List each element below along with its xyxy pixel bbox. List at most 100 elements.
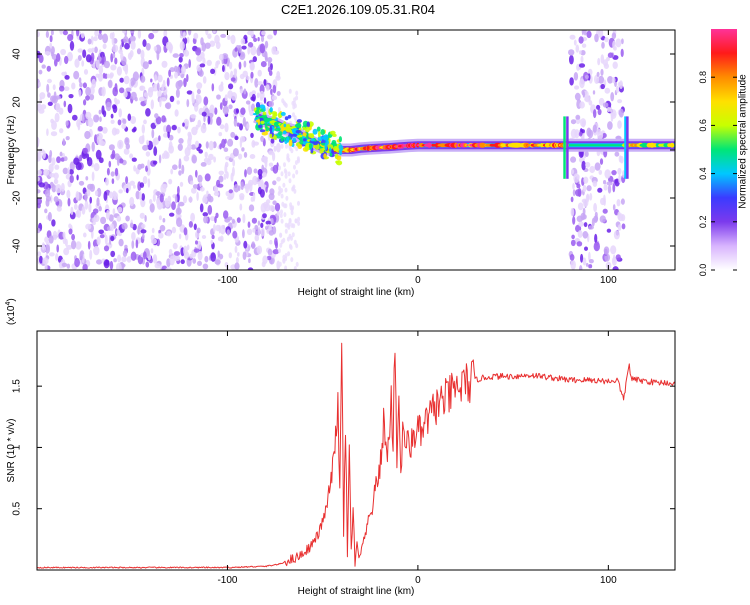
noise-blob	[253, 168, 258, 174]
noise-blob	[227, 34, 231, 41]
noise-blob	[178, 233, 182, 240]
noise-edge-blob	[292, 100, 296, 106]
noise-blob	[102, 126, 108, 134]
noise-blob	[594, 233, 598, 244]
noise-blob	[213, 156, 217, 163]
noise-blob	[82, 49, 87, 58]
noise-blob	[599, 215, 606, 223]
noise-blob	[37, 197, 42, 205]
noise-blob	[216, 94, 221, 100]
noise-blob	[594, 33, 599, 43]
noise-blob	[129, 35, 136, 43]
noise-blob	[201, 111, 207, 117]
noise-blob	[95, 59, 100, 69]
noise-blob	[147, 87, 154, 98]
noise-blob	[228, 61, 233, 70]
noise-blob	[124, 137, 130, 146]
noise-blob	[95, 149, 102, 160]
noise-blob	[224, 94, 228, 102]
noise-blob	[260, 203, 267, 213]
noise-blob	[231, 166, 235, 177]
noise-blob	[614, 151, 620, 157]
noise-blob	[615, 85, 620, 94]
noise-edge-blob	[283, 203, 287, 209]
noise-blob	[59, 85, 65, 92]
noise-blob	[67, 34, 74, 42]
noise-blob	[604, 37, 609, 43]
noise-blob	[85, 54, 92, 63]
noise-blob	[234, 69, 237, 78]
noise-blob	[617, 167, 622, 175]
noise-blob	[143, 92, 149, 98]
noise-edge-blob	[284, 173, 288, 179]
noise-blob	[589, 193, 593, 201]
noise-blob	[64, 75, 70, 80]
noise-blob	[47, 92, 51, 98]
noise-blob	[214, 34, 220, 45]
noise-blob	[582, 214, 587, 220]
noise-edge-blob	[293, 188, 297, 194]
multiplier-base: (x10	[6, 305, 17, 325]
noise-blob	[165, 41, 172, 50]
noise-blob	[257, 37, 260, 42]
noise-blob	[98, 109, 102, 115]
noise-blob	[223, 210, 229, 220]
noise-blob	[63, 100, 67, 108]
noise-blob	[585, 161, 591, 168]
noise-blob	[188, 59, 191, 68]
noise-blob	[158, 135, 161, 142]
noise-blob	[180, 259, 185, 265]
noise-blob	[117, 254, 122, 263]
noise-blob	[271, 95, 278, 101]
noise-blob	[67, 51, 73, 62]
noise-blob	[596, 104, 601, 110]
noise-blob	[188, 221, 193, 228]
noise-blob	[61, 71, 67, 76]
noise-blob	[109, 223, 115, 232]
noise-blob	[261, 30, 266, 36]
noise-blob	[165, 151, 170, 159]
noise-blob	[612, 40, 616, 50]
noise-blob	[158, 215, 162, 221]
noise-blob	[178, 201, 185, 207]
noise-blob	[37, 169, 42, 176]
noise-blob	[247, 267, 254, 270]
noise-blob	[164, 102, 170, 109]
noise-blob	[119, 87, 125, 94]
noise-blob	[49, 173, 56, 178]
noise-blob	[98, 157, 104, 164]
noise-blob	[62, 167, 69, 175]
noise-blob	[178, 138, 184, 144]
noise-blob	[183, 245, 188, 256]
noise-blob	[51, 95, 58, 104]
noise-blob	[570, 260, 576, 270]
noise-blob	[195, 169, 198, 178]
noise-blob	[580, 55, 584, 63]
noise-blob	[103, 191, 108, 201]
noise-blob	[135, 239, 139, 249]
noise-blob	[607, 121, 613, 130]
noise-blob	[256, 245, 263, 255]
noise-blob	[72, 114, 78, 121]
snr-y-tick-label: 1	[12, 444, 23, 450]
snr-panel: -100 0 100 0.5 1 1.5 Height of straight line (…	[5, 298, 676, 597]
noise-blob	[250, 62, 255, 70]
noise-blob	[111, 36, 115, 46]
noise-blob	[116, 156, 120, 166]
noise-blob	[241, 147, 245, 152]
noise-blob	[265, 186, 268, 193]
noise-edge-blob	[288, 233, 292, 239]
noise-blob	[272, 164, 279, 174]
noise-blob	[152, 30, 159, 34]
noise-blob	[150, 78, 153, 83]
noise-blob	[612, 61, 618, 69]
noise-blob	[169, 255, 175, 266]
noise-blob	[573, 72, 579, 81]
ridge-scatter	[304, 126, 310, 133]
noise-blob	[250, 45, 257, 56]
noise-blob	[108, 144, 115, 151]
noise-blob	[190, 212, 196, 222]
noise-blob	[74, 257, 80, 268]
noise-blob	[575, 114, 581, 120]
